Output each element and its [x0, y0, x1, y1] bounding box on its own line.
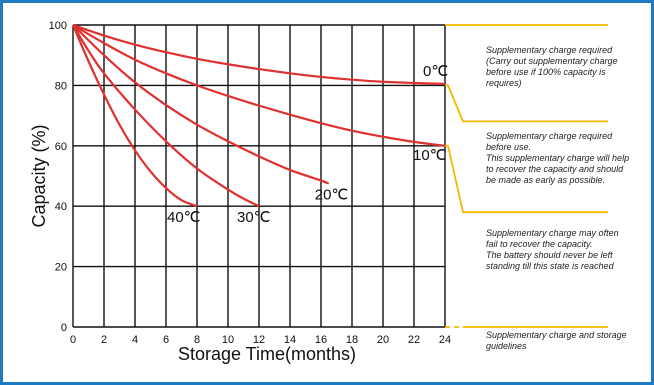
x-tick-label: 24	[439, 334, 451, 346]
x-tick-label: 8	[194, 334, 200, 346]
bracket-80	[445, 84, 608, 123]
y-tick-label: 100	[49, 20, 67, 32]
note-line: The battery should never be left	[486, 250, 613, 260]
x-tick-label: 22	[408, 334, 420, 346]
note-line: before use if 100% capacity is	[486, 67, 606, 77]
x-tick-label: 12	[253, 334, 265, 346]
note-line: Supplementary charge and storage	[486, 330, 627, 340]
y-tick-label: 80	[55, 80, 67, 92]
series-line-4	[71, 24, 198, 208]
x-tick-label: 0	[70, 334, 76, 346]
curve-label: 10℃	[413, 147, 447, 164]
x-tick-label: 16	[315, 334, 327, 346]
y-axis-title: Capacity (%)	[29, 124, 49, 227]
note-line: be made as early as possible.	[486, 175, 606, 185]
note-guidelines: Supplementary charge and storage guidelin…	[486, 330, 646, 352]
series-line-0	[72, 23, 446, 85]
note-line: (Carry out supplementary charge	[486, 56, 618, 66]
note-line: before use.	[486, 142, 532, 152]
note-line: Supplementary charge required	[486, 45, 613, 55]
x-tick-label: 18	[346, 334, 358, 346]
x-tick-label: 14	[284, 334, 296, 346]
note-line: guidelines	[486, 341, 527, 351]
x-tick-label: 4	[132, 334, 138, 346]
curve-label: 0℃	[423, 63, 448, 80]
note-60-to-80: Supplementary charge required before use.…	[486, 131, 646, 186]
note-line: standing till this state is reached	[486, 261, 614, 271]
curve-label: 30℃	[237, 209, 271, 226]
note-line: This supplementary charge will help	[486, 153, 630, 163]
note-line: fail to recover the capacity.	[486, 239, 593, 249]
x-tick-label: 10	[222, 334, 234, 346]
y-tick-label: 20	[55, 262, 67, 274]
curve-label: 40℃	[167, 209, 201, 226]
x-tick-label: 6	[163, 334, 169, 346]
curve-label: 20℃	[315, 187, 349, 204]
y-tick-label: 60	[55, 141, 67, 153]
bracket-60	[445, 144, 608, 214]
capacity-chart: 0 2 4 6 8 10 12 14 16 18 20 22 24020406080100Storage…	[29, 20, 608, 364]
note-line: to recover the capacity and should	[486, 164, 624, 174]
series-line-1	[72, 24, 446, 147]
series-line-2	[72, 24, 330, 185]
series-line-3	[72, 24, 260, 208]
note-line: Supplementary charge required	[486, 131, 613, 141]
note-line: requires)	[486, 78, 522, 88]
note-line: Supplementary charge may often	[486, 228, 619, 238]
y-tick-label: 40	[55, 201, 67, 213]
x-tick-label: 2	[101, 334, 107, 346]
y-tick-label: 0	[61, 322, 67, 334]
x-tick-label: 20	[377, 334, 389, 346]
x-axis-title: Storage Time(months)	[178, 344, 356, 364]
note-above-80: Supplementary charge required (Carry out …	[486, 45, 646, 89]
note-40-to-60: Supplementary charge may often fail to re…	[486, 228, 646, 272]
